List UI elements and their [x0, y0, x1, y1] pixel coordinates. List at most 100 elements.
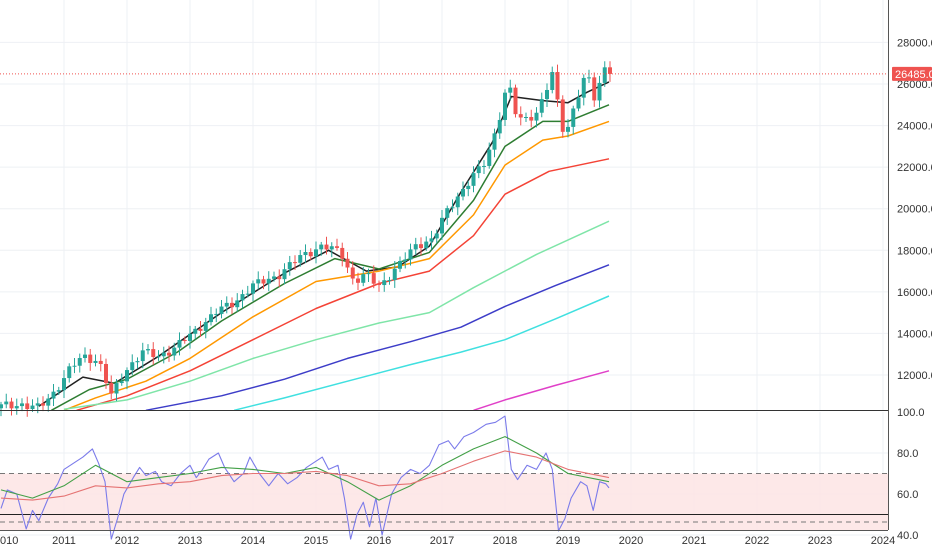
candle-107	[560, 95, 565, 138]
candle-body-61	[319, 244, 324, 250]
candle-46	[240, 289, 245, 309]
candle-body-45	[235, 300, 240, 308]
candle-35	[182, 336, 187, 344]
candle-116	[608, 61, 612, 82]
candle-111	[581, 74, 586, 106]
candle-body-40	[209, 314, 213, 323]
candle-body-68	[356, 278, 360, 283]
candle-30	[156, 350, 161, 361]
moving-average-lines	[38, 81, 610, 412]
rsi-series-2	[0, 450, 610, 501]
candle-76	[398, 256, 402, 273]
time-tick-label-0: 2011	[52, 535, 76, 547]
candle-body-67	[350, 267, 355, 279]
candle-body-20	[104, 363, 108, 383]
candle-103	[539, 92, 544, 118]
candle-body-29	[151, 349, 156, 357]
candle-body-111	[581, 77, 586, 98]
candle-body-9	[46, 398, 51, 406]
time-tick-label-13: 2024	[871, 535, 895, 547]
time-tick-label-5: 2016	[367, 535, 391, 547]
candle-body-103	[539, 99, 544, 113]
candle-body-12	[62, 378, 66, 391]
price-tick-label-7: 26000.0	[897, 79, 932, 91]
candle-6	[30, 399, 35, 412]
candle-28	[146, 344, 150, 355]
time-tick-label-9: 2020	[619, 535, 643, 547]
candle-3	[14, 398, 19, 415]
candle-body-37	[193, 328, 198, 334]
rsi-lines	[0, 415, 610, 540]
candle-14	[72, 357, 77, 374]
candle-49	[256, 271, 261, 290]
time-tick-label-6: 2017	[430, 535, 454, 547]
moving-average-0	[38, 81, 610, 407]
candle-body-59	[308, 251, 313, 257]
candle-10	[51, 383, 56, 406]
candle-body-0	[0, 404, 3, 409]
candle-66	[345, 252, 350, 274]
candle-body-105	[550, 72, 555, 90]
rsi-tick-label-3: 100.0	[897, 407, 925, 419]
price-grid	[0, 0, 888, 410]
time-tick-label-1: 2012	[115, 535, 139, 547]
candle-body-76	[398, 261, 402, 269]
candle-body-87	[455, 196, 460, 208]
candle-body-71	[371, 273, 376, 284]
moving-average-5	[145, 264, 610, 412]
candle-11	[56, 386, 61, 396]
candle-62	[324, 236, 329, 255]
candle-body-1	[4, 401, 9, 405]
candle-13	[67, 363, 72, 383]
candle-50	[261, 275, 266, 290]
candle-113	[592, 72, 597, 107]
candle-body-95	[497, 119, 502, 134]
candle-body-35	[182, 340, 187, 342]
candle-27	[140, 342, 145, 369]
candle-body-2	[9, 401, 14, 409]
candle-body-106	[555, 72, 560, 100]
moving-average-4	[63, 220, 610, 411]
rsi-tick-label-1: 60.0	[897, 489, 918, 501]
candle-body-79	[413, 244, 418, 250]
candle-90	[471, 166, 476, 193]
candle-body-50	[261, 279, 266, 284]
candle-85	[445, 205, 450, 225]
candle-body-113	[592, 77, 597, 101]
candle-body-85	[445, 208, 450, 218]
moving-average-7	[473, 370, 610, 412]
price-tick-label-1: 14000.0	[897, 328, 932, 340]
candle-body-18	[93, 360, 98, 363]
candle-body-90	[471, 173, 476, 186]
candle-body-115	[602, 67, 607, 83]
candle-1	[4, 393, 9, 409]
candle-body-32	[167, 352, 171, 356]
candle-body-83	[434, 233, 439, 239]
candle-42	[219, 299, 224, 319]
candle-body-89	[466, 185, 471, 190]
rsi-tick-label-2: 80.0	[897, 448, 918, 460]
candle-body-93	[487, 149, 492, 166]
candle-26	[135, 357, 140, 369]
candle-72	[377, 280, 381, 292]
candle-17	[88, 348, 93, 371]
candle-body-26	[135, 361, 140, 363]
time-tick-label-11: 2022	[745, 535, 769, 547]
candle-4	[20, 398, 24, 412]
candle-body-107	[560, 99, 565, 132]
candle-97	[508, 79, 513, 101]
rsi-band	[0, 473, 888, 530]
candle-body-7	[35, 403, 40, 406]
candle-79	[413, 237, 418, 255]
candle-88	[461, 181, 465, 201]
candle-98	[513, 84, 518, 118]
candle-94	[492, 128, 497, 158]
candle-body-27	[140, 350, 145, 362]
candle-body-52	[272, 276, 276, 279]
candle-body-102	[534, 112, 539, 121]
candle-body-84	[440, 217, 444, 234]
price-tick-label-5: 22000.0	[897, 162, 932, 174]
candle-25	[130, 354, 135, 376]
candle-body-74	[387, 280, 392, 282]
candle-body-82	[429, 238, 434, 242]
